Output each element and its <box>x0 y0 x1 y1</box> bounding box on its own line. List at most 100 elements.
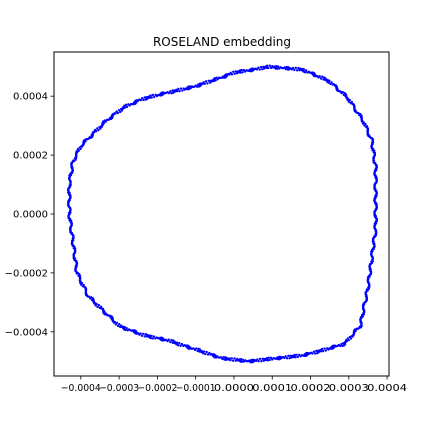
x-tick-label: 0.0000 <box>214 383 254 394</box>
data-point <box>99 307 101 309</box>
data-point <box>376 205 378 207</box>
data-point <box>115 323 117 325</box>
data-point <box>276 68 278 70</box>
data-point <box>171 341 173 343</box>
data-point <box>95 130 97 132</box>
data-point <box>205 80 207 82</box>
data-point <box>126 106 128 108</box>
data-point <box>150 96 152 98</box>
x-tick-label: 0.0002 <box>291 383 331 394</box>
data-point <box>119 326 121 328</box>
data-point <box>371 142 373 144</box>
data-point <box>103 122 105 124</box>
data-point <box>69 182 71 184</box>
data-point <box>371 258 373 260</box>
data-point <box>142 99 144 101</box>
data-point <box>259 68 261 70</box>
data-point <box>153 96 155 98</box>
data-point <box>361 116 363 118</box>
data-point <box>374 169 376 171</box>
data-point <box>145 333 147 335</box>
data-point <box>270 357 272 359</box>
data-point <box>260 360 262 362</box>
data-point <box>315 350 317 352</box>
data-point <box>79 148 81 150</box>
data-point <box>260 66 262 68</box>
data-point <box>96 306 98 308</box>
data-point <box>366 288 368 290</box>
data-point <box>235 359 237 361</box>
data-point <box>372 241 374 243</box>
data-point <box>204 353 206 355</box>
data-point <box>373 185 375 187</box>
data-point <box>196 86 198 88</box>
y-tick-label: −0.0004 <box>5 327 48 338</box>
data-point <box>289 355 291 357</box>
data-point <box>374 233 376 235</box>
data-point <box>91 299 93 301</box>
data-point <box>178 90 180 92</box>
data-point <box>362 306 364 308</box>
data-point <box>180 87 182 89</box>
chart-title: ROSELAND embedding <box>153 35 291 49</box>
data-point <box>347 337 349 339</box>
data-point <box>319 75 321 77</box>
data-point <box>360 324 362 326</box>
data-point <box>231 73 233 75</box>
x-tick-label: −0.0001 <box>176 383 216 394</box>
data-point <box>374 195 376 197</box>
data-point <box>169 341 171 343</box>
data-point <box>206 82 208 84</box>
data-point <box>303 68 305 70</box>
data-point <box>367 132 369 134</box>
data-point <box>140 99 142 101</box>
data-point <box>127 329 129 331</box>
data-point <box>373 150 375 152</box>
data-point <box>152 337 154 339</box>
data-point <box>179 345 181 347</box>
data-point <box>75 157 77 159</box>
data-point <box>232 360 234 362</box>
data-point <box>117 112 119 114</box>
data-point <box>78 150 80 152</box>
data-point <box>143 335 145 337</box>
data-point <box>77 274 79 276</box>
x-tick-label: 0.0004 <box>367 383 407 394</box>
data-point <box>366 296 368 298</box>
data-point <box>374 187 376 189</box>
data-point <box>72 237 74 239</box>
data-point <box>316 352 318 354</box>
data-point <box>330 81 332 83</box>
x-tick-label: 0.0003 <box>329 383 369 394</box>
data-point <box>373 223 375 225</box>
data-point <box>351 101 353 103</box>
data-point <box>288 357 290 359</box>
data-point <box>76 265 78 267</box>
data-point <box>293 69 295 71</box>
data-point <box>240 69 242 71</box>
data-point <box>204 83 206 85</box>
data-point <box>373 197 375 199</box>
data-point <box>375 167 377 169</box>
data-point <box>349 336 351 338</box>
data-point <box>370 268 372 270</box>
data-point <box>296 69 298 71</box>
data-point <box>287 355 289 357</box>
data-point <box>70 174 72 176</box>
data-point <box>328 80 330 82</box>
data-point <box>305 69 307 71</box>
data-point <box>269 64 271 66</box>
data-point <box>321 76 323 78</box>
data-point <box>68 219 70 221</box>
data-point <box>69 209 71 211</box>
y-axis: −0.0004 −0.0002 0.0000 0.0002 0.0004 <box>5 92 54 339</box>
data-point <box>70 166 72 168</box>
data-point <box>181 89 183 91</box>
data-point <box>367 286 369 288</box>
data-point <box>295 67 297 69</box>
data-point <box>266 67 268 69</box>
data-point <box>349 99 351 101</box>
data-point <box>152 94 154 96</box>
data-point <box>141 335 143 337</box>
